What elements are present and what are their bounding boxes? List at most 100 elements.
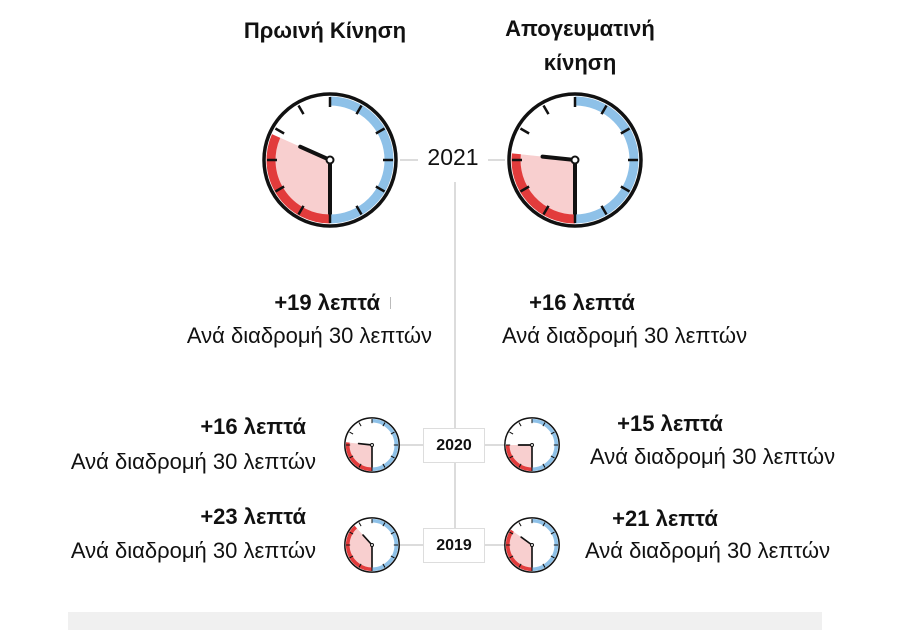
tick-mark xyxy=(375,185,386,193)
tick-mark xyxy=(297,205,305,216)
tick-mark xyxy=(620,185,631,193)
clock-hand-end xyxy=(362,534,373,546)
morning-2019-extra: +23 λεπτά xyxy=(200,504,306,529)
tick-mark xyxy=(355,205,363,216)
connector-2021-right xyxy=(487,159,505,161)
tick-mark xyxy=(542,563,546,568)
year-label-2020: 2020 xyxy=(423,428,485,463)
clock-face xyxy=(504,517,560,573)
afternoon-header-line2: κίνηση xyxy=(543,50,617,75)
tick-mark xyxy=(509,431,514,435)
clock-hand-end xyxy=(357,442,373,446)
clock-face xyxy=(344,417,400,473)
extra-time-arc xyxy=(345,442,373,472)
extra-minutes: +19 λεπτά xyxy=(274,290,380,315)
tick-mark xyxy=(358,563,362,568)
extra-time-arc xyxy=(511,153,576,224)
afternoon-2020-extra: +15 λεπτά xyxy=(617,411,723,436)
tick-mark xyxy=(358,522,362,527)
tick-mark xyxy=(390,431,395,435)
tick-mark xyxy=(542,104,550,115)
afternoon-header-line1: Απογευματινή xyxy=(505,16,655,41)
tick-mark xyxy=(600,104,608,115)
tick-mark xyxy=(355,104,363,115)
tick-mark xyxy=(518,463,522,468)
extra-time-sector xyxy=(508,531,532,569)
tick-mark xyxy=(382,422,386,427)
tick-mark xyxy=(358,463,362,468)
extra-time-sector xyxy=(348,527,372,569)
tick-mark xyxy=(382,522,386,527)
morning-2019-note: Ανά διαδρομή 30 λεπτών xyxy=(70,538,316,563)
connector-2020-right xyxy=(484,444,504,446)
clock-face xyxy=(344,517,400,573)
tick-mark xyxy=(390,531,395,535)
extra-time-sector xyxy=(518,154,575,217)
tick-mark xyxy=(274,185,285,193)
tick-mark xyxy=(509,455,514,459)
tick-mark xyxy=(349,431,354,435)
tick-mark xyxy=(550,531,555,535)
tick-mark xyxy=(542,463,546,468)
extra-time-sector xyxy=(348,442,372,469)
tick-mark xyxy=(390,555,395,559)
clock-hand-end xyxy=(298,144,332,162)
clock-pivot xyxy=(370,543,374,547)
morning-2020-extra: +16 λεπτά xyxy=(200,414,306,439)
clock-pivot xyxy=(325,155,335,165)
tick-mark xyxy=(518,422,522,427)
connector-2019-right xyxy=(484,544,504,546)
clock-2020-afternoon xyxy=(504,417,560,473)
tick-mark xyxy=(349,555,354,559)
clock-face xyxy=(504,417,560,473)
tick-mark xyxy=(382,463,386,468)
clock-2021-morning xyxy=(262,92,398,228)
clock-hand-end xyxy=(540,154,577,162)
tick-mark xyxy=(519,127,530,135)
extra-time-arc xyxy=(505,529,533,572)
clock-pivot xyxy=(530,543,534,547)
morning-2021-note: Ανά διαδρομή 30 λεπτών xyxy=(186,323,432,348)
timeline-vertical xyxy=(454,182,456,544)
year-label-2021: 2021 xyxy=(418,144,488,171)
footer-bar xyxy=(68,612,822,630)
clock-pivot xyxy=(570,155,580,165)
clock-2019-morning xyxy=(344,517,400,573)
tick-mark xyxy=(382,563,386,568)
afternoon-2019-extra: +21 λεπτά xyxy=(612,506,718,531)
small-tick-mark xyxy=(390,297,391,309)
afternoon-2020-note: Ανά διαδρομή 30 λεπτών xyxy=(590,444,836,469)
tick-mark xyxy=(509,531,514,535)
extra-time-arc xyxy=(505,444,533,472)
tick-mark xyxy=(390,455,395,459)
clock-pivot xyxy=(370,443,374,447)
tick-mark xyxy=(518,522,522,527)
tick-mark xyxy=(297,104,305,115)
afternoon-2021-note: Ανά διαδρομή 30 λεπτών xyxy=(502,323,748,348)
tick-mark xyxy=(349,531,354,535)
morning-2021-text: +19 λεπτά xyxy=(100,290,380,316)
clock-pivot xyxy=(530,443,534,447)
tick-mark xyxy=(542,422,546,427)
tick-mark xyxy=(375,127,386,135)
tick-mark xyxy=(550,555,555,559)
clock-2020-morning xyxy=(344,417,400,473)
tick-mark xyxy=(542,522,546,527)
afternoon-2021-extra: +16 λεπτά xyxy=(529,290,635,315)
tick-mark xyxy=(509,555,514,559)
tick-mark xyxy=(358,422,362,427)
tick-mark xyxy=(550,431,555,435)
extra-time-arc xyxy=(266,134,331,224)
clock-face xyxy=(262,92,398,228)
extra-time-sector xyxy=(508,445,532,469)
clock-hand-end xyxy=(520,536,533,546)
clock-2019-afternoon xyxy=(504,517,560,573)
connector-2019-left xyxy=(400,544,424,546)
year-label-2019: 2019 xyxy=(423,528,485,563)
tick-mark xyxy=(550,455,555,459)
connector-2020-left xyxy=(400,444,424,446)
tick-mark xyxy=(620,127,631,135)
tick-mark xyxy=(349,455,354,459)
morning-header: Πρωινή Κίνηση xyxy=(243,18,407,43)
morning-2020-note: Ανά διαδρομή 30 λεπτών xyxy=(70,449,316,474)
